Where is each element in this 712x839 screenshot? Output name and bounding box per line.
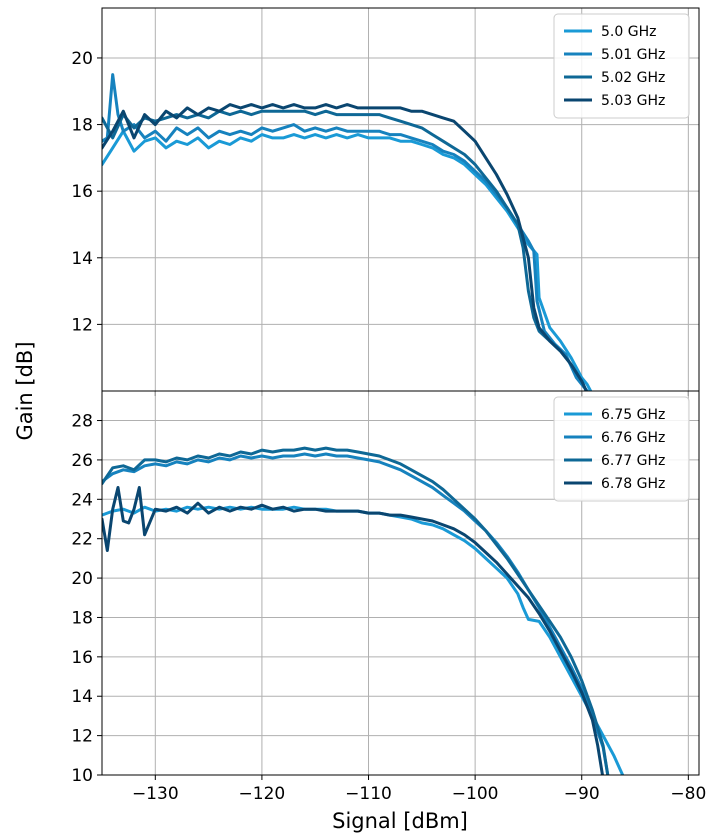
- y-tick-label: 14: [71, 687, 93, 707]
- series-line-2: [102, 452, 610, 775]
- x-tick-label: −110: [345, 784, 392, 804]
- bottom-axes-frame: [101, 390, 700, 776]
- series-line-1: [102, 129, 593, 391]
- series-top: [102, 73, 593, 391]
- y-tick-label: 10: [71, 766, 93, 786]
- x-tick-label: −90: [564, 784, 600, 804]
- y-tick-label: 16: [71, 648, 93, 668]
- y-tick-label: 24: [71, 490, 93, 510]
- y-tick-label: 12: [71, 727, 93, 747]
- y-tick-label: 12: [71, 315, 93, 335]
- x-tick-label: −120: [239, 784, 286, 804]
- top-panel: 12 14 16 18 20 5.0 GHz 5.01 GHz 5.02 GHz 5.03 G…: [71, 8, 699, 396]
- series-line-4: [102, 103, 588, 391]
- y-tick-label: 18: [71, 116, 93, 136]
- y-tick-label: 20: [71, 569, 93, 589]
- legend-label: 6.76 GHz: [601, 430, 665, 446]
- y-ticks-top: 12 14 16 18 20: [71, 49, 689, 396]
- legend-label: 6.77 GHz: [601, 453, 665, 469]
- legend-label: 5.03 GHz: [601, 93, 665, 109]
- legend-label: 5.0 GHz: [601, 24, 656, 40]
- series-line-1: [102, 505, 625, 775]
- legend-label: 5.01 GHz: [601, 47, 665, 63]
- bottom-panel: 10 12 14 16 18 20 22 24 26 28 −130 −120 −110 −100 −90…: [71, 391, 706, 804]
- x-tick-label: −100: [452, 784, 499, 804]
- legend-top: 5.0 GHz 5.01 GHz 5.02 GHz 5.03 GHz: [553, 13, 690, 119]
- series-line-3: [102, 446, 610, 775]
- legend-box: [553, 396, 690, 502]
- legend-bottom: 6.75 GHz 6.76 GHz 6.77 GHz 6.78 GHz: [553, 396, 690, 502]
- legend-label: 5.02 GHz: [601, 70, 665, 86]
- y-tick-label: 18: [71, 608, 93, 628]
- legend-label: 6.78 GHz: [601, 476, 665, 492]
- x-tick-label: −130: [132, 784, 179, 804]
- y-tick-label: 26: [71, 451, 93, 471]
- series-line-2: [102, 73, 590, 391]
- x-ticks-bottom: −130 −120 −110 −100 −90 −80: [132, 775, 706, 804]
- series-bottom: [102, 446, 625, 775]
- legend-box: [553, 13, 690, 119]
- y-tick-label: 28: [71, 412, 93, 432]
- y-ticks-bottom: 10 12 14 16 18 20 22 24 26 28: [71, 412, 102, 786]
- y-tick-label: 20: [71, 49, 93, 69]
- y-tick-label: 16: [71, 182, 93, 202]
- x-tick-label: −80: [670, 784, 706, 804]
- x-axis-label: Signal [dBm]: [332, 809, 468, 833]
- y-axis-label: Gain [dB]: [13, 341, 37, 440]
- y-tick-label: 14: [71, 249, 93, 269]
- axes-frames: [101, 7, 700, 776]
- series-line-4: [102, 486, 604, 775]
- series-line-3: [102, 109, 588, 391]
- legend-label: 6.75 GHz: [601, 407, 665, 423]
- y-tick-label: 22: [71, 530, 93, 550]
